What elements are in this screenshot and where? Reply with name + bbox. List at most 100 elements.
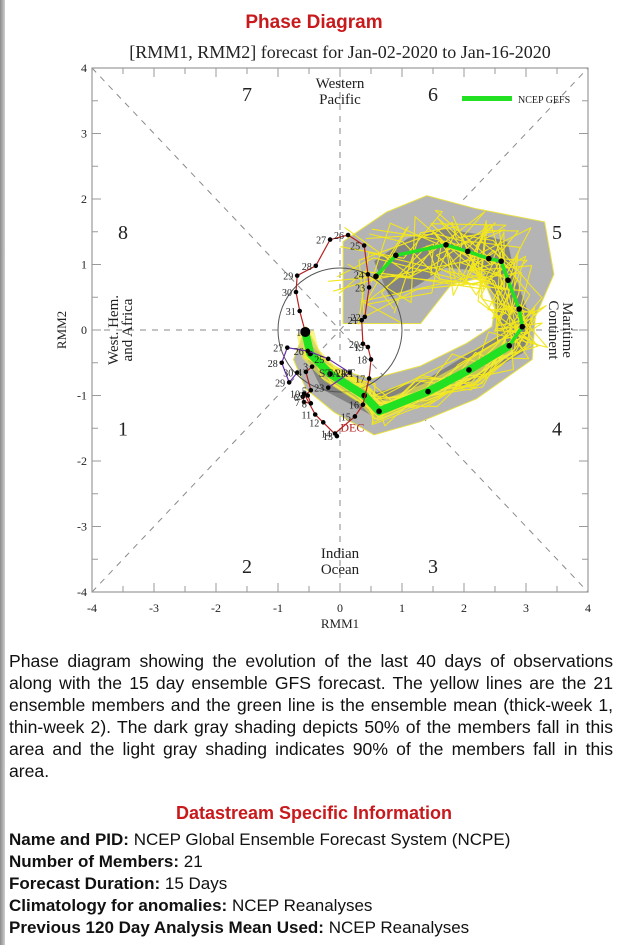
observed-december-point-label: 31 bbox=[286, 307, 296, 318]
phase-label-7: 7 bbox=[242, 84, 252, 106]
region-label-west-hem-africa: West. Hem. bbox=[106, 295, 122, 365]
y-tick-label: -2 bbox=[77, 454, 87, 468]
section-title: Datastream Specific Information bbox=[175, 803, 453, 823]
page-title: Phase Diagram bbox=[245, 12, 383, 33]
x-tick-label: -3 bbox=[149, 601, 159, 615]
observed-december-point-label: 10 bbox=[290, 390, 300, 401]
ensemble-mean-point bbox=[373, 273, 379, 280]
observed-december-point bbox=[320, 420, 326, 425]
observed-november-point bbox=[285, 345, 290, 350]
observed-december-point bbox=[303, 369, 309, 375]
y-axis-label: RMM2 bbox=[54, 311, 69, 349]
phase-diagram-chart: [RMM1, RMM2] forecast for Jan-02-2020 to… bbox=[54, 42, 591, 631]
phase-label-6: 6 bbox=[428, 84, 438, 106]
observed-december-point-label: 26 bbox=[334, 231, 344, 242]
x-tick-label: -1 bbox=[273, 601, 283, 615]
observed-december-point bbox=[360, 402, 366, 407]
observed-november-point bbox=[294, 370, 300, 375]
observed-december-point-label: 6 bbox=[294, 393, 299, 404]
observed-december-point-label: 14 bbox=[321, 429, 331, 440]
region-label-maritime-continent: Continent bbox=[545, 300, 561, 360]
x-axis-label: RMM1 bbox=[321, 616, 359, 631]
observed-december-point bbox=[312, 412, 318, 417]
observed-december-point-label: 18 bbox=[357, 355, 367, 366]
observed-december-point-label: 19 bbox=[354, 343, 364, 354]
observed-december-point bbox=[294, 273, 300, 278]
legend-swatch bbox=[462, 96, 512, 101]
info-list: Name and PID: NCEP Global Ensemble Forec… bbox=[9, 829, 510, 939]
month-label-dec: DEC bbox=[340, 421, 364, 435]
observed-december-point-label: 8 bbox=[302, 399, 307, 410]
observed-december-point bbox=[345, 232, 351, 238]
observed-november-point-label: 29 bbox=[275, 378, 285, 389]
ensemble-mean-point bbox=[506, 342, 513, 349]
info-value: 21 bbox=[183, 852, 203, 871]
y-tick-label: 1 bbox=[81, 258, 87, 272]
ensemble-mean-point bbox=[376, 408, 382, 415]
observed-november-point bbox=[325, 385, 331, 390]
observed-december-point bbox=[305, 393, 311, 398]
region-label-indian-ocean: Indian bbox=[321, 546, 360, 562]
y-tick-label: -3 bbox=[77, 520, 87, 534]
region-label-maritime-continent: Maritime bbox=[559, 302, 575, 358]
info-label: Forecast Duration: bbox=[9, 874, 161, 893]
x-tick-label: 0 bbox=[337, 601, 343, 615]
ensemble-mean-point bbox=[327, 371, 333, 377]
phase-label-4: 4 bbox=[552, 418, 562, 440]
observed-november-point-label: 23 bbox=[314, 384, 324, 395]
figure-caption: Phase diagram showing the evolution of t… bbox=[9, 651, 613, 781]
info-label: Previous 120 Day Analysis Mean Used: bbox=[9, 918, 324, 937]
observed-december-point bbox=[368, 357, 374, 362]
observed-november-point-label: 28 bbox=[268, 359, 278, 370]
observed-november-point-label: 26 bbox=[294, 347, 304, 358]
left-edge-bar bbox=[0, 0, 5, 945]
info-label: Climatology for anomalies: bbox=[9, 896, 228, 915]
phase-label-8: 8 bbox=[118, 222, 128, 244]
observed-december-point-label: 22 bbox=[351, 313, 361, 324]
ensemble-mean-point bbox=[486, 255, 492, 262]
observed-december-point-label: 17 bbox=[355, 374, 365, 385]
observed-december-point bbox=[352, 414, 358, 419]
observed-december-point-label: 25 bbox=[350, 242, 360, 253]
observed-november-point bbox=[279, 360, 285, 366]
observed-november-point bbox=[305, 348, 311, 354]
ensemble-mean-point bbox=[393, 252, 399, 259]
observed-november-point bbox=[347, 370, 353, 375]
observed-december-point-label: 20 bbox=[349, 340, 359, 351]
observed-december-point bbox=[309, 364, 315, 369]
observed-december-point bbox=[366, 285, 372, 290]
phase-label-5: 5 bbox=[552, 222, 562, 244]
chart-title: [RMM1, RMM2] forecast for Jan-02-2020 to… bbox=[129, 42, 550, 62]
region-label-western-pacific: Pacific bbox=[319, 92, 361, 108]
observed-december-point bbox=[361, 243, 367, 248]
ensemble-mean-point bbox=[443, 242, 449, 248]
x-tick-label: 3 bbox=[523, 601, 529, 615]
observed-december-point-label: 3 bbox=[303, 363, 308, 374]
y-tick-label: 2 bbox=[81, 192, 87, 206]
ensemble-mean-point bbox=[425, 388, 431, 395]
region-label-western-pacific: Western bbox=[316, 76, 365, 92]
observed-november-point-label: 30 bbox=[283, 369, 293, 380]
y-tick-label: 4 bbox=[81, 61, 87, 75]
observed-december-point bbox=[313, 263, 319, 269]
observed-december-point-label: 21 bbox=[348, 316, 358, 327]
observed-december-point bbox=[365, 272, 371, 277]
info-value: NCEP Reanalyses bbox=[328, 918, 470, 937]
observed-december-point-label: 16 bbox=[349, 401, 359, 412]
observed-december-point bbox=[359, 317, 365, 323]
observed-december-point bbox=[293, 289, 299, 295]
info-row-analysis-mean: Previous 120 Day Analysis Mean Used: NCE… bbox=[9, 917, 510, 939]
observed-december-point-label: 15 bbox=[341, 412, 351, 423]
observed-december-point-label: 7 bbox=[295, 398, 300, 409]
x-tick-label: 1 bbox=[399, 601, 405, 615]
current-day-marker bbox=[300, 326, 311, 337]
y-tick-label: -1 bbox=[77, 389, 87, 403]
ensemble-mean-point bbox=[505, 277, 511, 284]
observed-november-point-label: 24 bbox=[336, 369, 346, 380]
info-label: Name and PID: bbox=[9, 830, 129, 849]
info-row-members: Number of Members: 21 bbox=[9, 851, 510, 873]
x-tick-label: 2 bbox=[461, 601, 467, 615]
info-value: 15 Days bbox=[164, 874, 228, 893]
y-tick-label: -4 bbox=[77, 585, 87, 599]
observed-december-point bbox=[297, 308, 303, 314]
